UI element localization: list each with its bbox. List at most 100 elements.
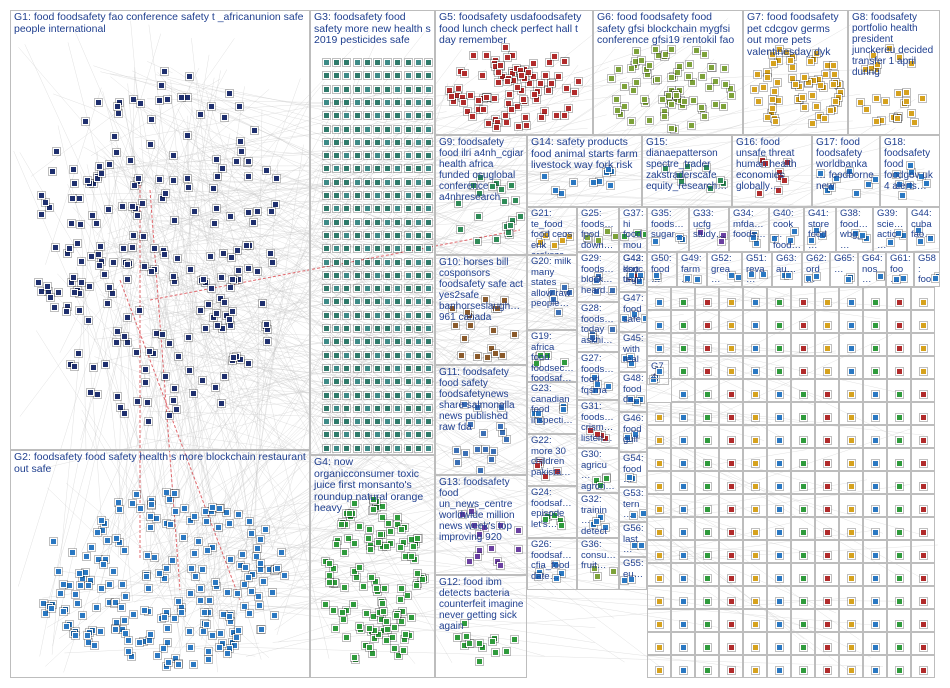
- node[interactable]: [607, 182, 615, 190]
- node[interactable]: [223, 589, 231, 597]
- node[interactable]: [829, 80, 837, 88]
- node[interactable]: [656, 437, 663, 444]
- node[interactable]: [374, 285, 381, 293]
- node[interactable]: [74, 349, 82, 357]
- node[interactable]: [158, 331, 166, 339]
- node[interactable]: [72, 631, 80, 639]
- node[interactable]: [333, 138, 341, 146]
- node[interactable]: [680, 437, 687, 444]
- node[interactable]: [323, 431, 330, 439]
- node[interactable]: [752, 644, 759, 651]
- node[interactable]: [414, 298, 422, 306]
- node[interactable]: [467, 91, 475, 99]
- node[interactable]: [800, 345, 807, 352]
- node[interactable]: [503, 647, 511, 655]
- node[interactable]: [394, 325, 402, 332]
- node[interactable]: [75, 569, 83, 577]
- node[interactable]: [404, 98, 412, 106]
- node[interactable]: [247, 529, 255, 537]
- node[interactable]: [680, 621, 687, 628]
- node[interactable]: [172, 405, 180, 413]
- node[interactable]: [620, 102, 628, 110]
- node[interactable]: [908, 110, 915, 118]
- node[interactable]: [689, 78, 697, 86]
- node[interactable]: [333, 540, 341, 548]
- node[interactable]: [414, 364, 422, 372]
- node[interactable]: [394, 192, 402, 199]
- node[interactable]: [776, 575, 783, 582]
- node[interactable]: [333, 298, 341, 306]
- node[interactable]: [250, 126, 258, 134]
- node[interactable]: [462, 633, 470, 641]
- node[interactable]: [770, 88, 778, 96]
- node[interactable]: [384, 178, 392, 186]
- node[interactable]: [653, 75, 661, 83]
- node[interactable]: [332, 624, 340, 632]
- node[interactable]: [228, 275, 236, 283]
- node[interactable]: [343, 311, 351, 319]
- node[interactable]: [735, 274, 741, 282]
- node[interactable]: [322, 600, 330, 608]
- node[interactable]: [187, 590, 195, 598]
- node[interactable]: [536, 351, 544, 359]
- node[interactable]: [148, 115, 156, 123]
- node[interactable]: [223, 649, 231, 657]
- node[interactable]: [95, 163, 103, 171]
- node[interactable]: [248, 588, 256, 596]
- node[interactable]: [727, 272, 735, 280]
- node[interactable]: [217, 274, 225, 282]
- node[interactable]: [776, 322, 783, 329]
- node[interactable]: [653, 272, 661, 280]
- node[interactable]: [123, 276, 131, 284]
- node[interactable]: [656, 644, 663, 651]
- node[interactable]: [343, 271, 351, 279]
- node[interactable]: [752, 460, 759, 467]
- node[interactable]: [404, 218, 412, 226]
- node[interactable]: [199, 565, 207, 573]
- node[interactable]: [414, 404, 422, 412]
- node[interactable]: [414, 218, 422, 226]
- node[interactable]: [371, 635, 379, 643]
- node[interactable]: [800, 73, 808, 81]
- node[interactable]: [363, 404, 371, 412]
- node[interactable]: [536, 417, 544, 425]
- node[interactable]: [704, 621, 711, 628]
- node[interactable]: [394, 245, 402, 253]
- node[interactable]: [514, 122, 522, 130]
- node[interactable]: [896, 621, 903, 628]
- node[interactable]: [161, 250, 169, 258]
- node[interactable]: [245, 574, 253, 582]
- node[interactable]: [175, 598, 183, 605]
- node[interactable]: [425, 404, 432, 412]
- node[interactable]: [394, 138, 402, 146]
- node[interactable]: [366, 526, 374, 534]
- node[interactable]: [374, 404, 381, 412]
- node[interactable]: [404, 391, 412, 399]
- node[interactable]: [363, 444, 371, 452]
- node[interactable]: [776, 483, 783, 490]
- node[interactable]: [728, 667, 735, 674]
- node[interactable]: [52, 244, 60, 252]
- node[interactable]: [394, 404, 402, 412]
- node[interactable]: [680, 575, 687, 582]
- node[interactable]: [454, 458, 462, 466]
- node[interactable]: [70, 274, 78, 282]
- node[interactable]: [353, 98, 361, 106]
- node[interactable]: [425, 72, 432, 80]
- node[interactable]: [499, 351, 507, 359]
- node[interactable]: [355, 523, 363, 531]
- node[interactable]: [496, 561, 504, 569]
- node[interactable]: [862, 106, 870, 114]
- node[interactable]: [704, 322, 711, 329]
- node[interactable]: [461, 619, 469, 627]
- node[interactable]: [255, 592, 263, 600]
- node[interactable]: [207, 284, 215, 292]
- node[interactable]: [221, 373, 229, 380]
- node[interactable]: [511, 196, 519, 204]
- node[interactable]: [403, 592, 411, 600]
- node[interactable]: [414, 378, 422, 386]
- node[interactable]: [704, 414, 711, 421]
- node[interactable]: [353, 152, 361, 160]
- node[interactable]: [394, 364, 402, 372]
- node[interactable]: [752, 368, 759, 375]
